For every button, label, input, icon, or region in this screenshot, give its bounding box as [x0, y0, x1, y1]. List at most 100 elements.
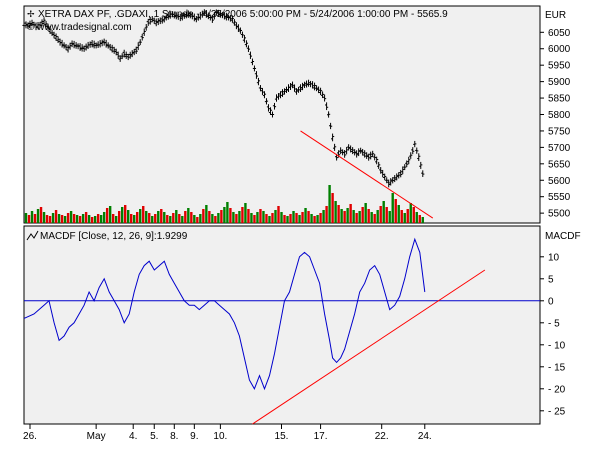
- price-bar: [112, 46, 116, 54]
- price-bar: [82, 45, 86, 52]
- price-bar: [409, 152, 413, 159]
- volume-bar: [63, 216, 67, 223]
- volume-bar: [130, 214, 133, 223]
- price-bar: [330, 133, 335, 142]
- volume-bar: [289, 214, 292, 223]
- price-bar: [52, 31, 56, 39]
- volume-bar: [205, 205, 208, 223]
- volume-bar: [373, 214, 376, 223]
- macd-panel: [23, 225, 541, 425]
- price-tick-label: 5500: [548, 209, 571, 220]
- macd-label: MACDF [Close, 12, 26, 9]:1.9299: [40, 231, 188, 242]
- price-bar: [48, 26, 52, 34]
- price-bar: [413, 140, 417, 148]
- price-bar: [326, 111, 331, 118]
- chart-title: XETRA DAX PF, .GDAXI, 1 Stunde - 4/25/20…: [38, 9, 448, 20]
- volume-bar: [66, 213, 70, 223]
- price-tick-label: 5950: [548, 61, 571, 72]
- price-bar: [236, 24, 241, 32]
- x-tick-label: 8.: [170, 431, 178, 442]
- volume-bar: [376, 210, 379, 223]
- volume-bar: [208, 211, 211, 223]
- price-bar: [355, 150, 359, 158]
- volume-bar: [114, 216, 118, 223]
- volume-bar: [223, 207, 226, 223]
- price-bar: [158, 17, 162, 25]
- price-bar: [401, 166, 405, 175]
- price-bar: [230, 15, 235, 23]
- price-bar: [415, 147, 419, 154]
- price-bars: [22, 9, 425, 188]
- price-bar: [393, 175, 397, 183]
- volume-bar: [72, 214, 76, 223]
- volume-bar: [184, 211, 187, 223]
- volume-bar: [163, 212, 166, 223]
- volume-bar: [295, 213, 298, 223]
- price-bar: [224, 12, 228, 21]
- price-bar: [104, 39, 108, 48]
- macd-line: [23, 237, 426, 391]
- volume-bar: [310, 214, 313, 223]
- volume-bar: [259, 209, 262, 223]
- volume-bar: [250, 213, 253, 223]
- macd-trendline: [252, 269, 486, 425]
- price-bar: [389, 178, 393, 186]
- price-bar: [316, 86, 321, 94]
- price-bar: [284, 86, 289, 93]
- chart-title-group: ✢ XETRA DAX PF, .GDAXI, 1 Stunde - 4/25/…: [27, 9, 566, 33]
- price-bar: [248, 51, 253, 59]
- volume-bar: [42, 212, 46, 223]
- price-bar: [324, 102, 329, 111]
- price-bar: [385, 177, 389, 184]
- price-bar: [118, 55, 122, 62]
- volume-bar: [105, 208, 109, 223]
- currency-label: EUR: [545, 10, 566, 21]
- price-bar: [234, 22, 239, 30]
- volume-bar: [57, 214, 61, 223]
- price-bar: [232, 19, 237, 26]
- price-bar: [186, 10, 190, 18]
- price-bar: [164, 14, 168, 21]
- price-bar: [417, 153, 421, 162]
- price-bar: [124, 51, 128, 59]
- price-bar: [30, 19, 34, 27]
- x-tick-label: 10.: [213, 431, 227, 442]
- macd-tick-label: - 10: [548, 340, 566, 351]
- price-bar: [206, 12, 210, 20]
- volume-bar: [27, 215, 31, 223]
- volume-bars: [24, 185, 424, 223]
- volume-bar: [316, 215, 319, 223]
- volume-bar: [142, 206, 145, 223]
- volume-bar: [111, 214, 115, 223]
- volume-bar: [247, 209, 250, 223]
- volume-bar: [412, 207, 415, 223]
- price-bar: [357, 148, 361, 157]
- price-bar: [108, 43, 112, 51]
- price-bar: [134, 46, 138, 55]
- volume-bar: [304, 208, 307, 223]
- price-bar: [196, 14, 200, 21]
- volume-bar: [340, 209, 343, 223]
- price-bar: [218, 10, 222, 18]
- price-tick-label: 6050: [548, 28, 571, 39]
- price-bar: [377, 161, 381, 169]
- price-bar: [68, 42, 72, 50]
- price-bar: [320, 91, 325, 99]
- price-bar: [375, 156, 379, 165]
- macd-panel-axis: - 25 - 20 - 15 - 10 - 5 0 5 10: [540, 252, 566, 417]
- price-bar: [270, 111, 275, 118]
- macd-title-group: MACDF [Close, 12, 26, 9]:1.9299 MACDF: [26, 230, 581, 242]
- volume-bar: [87, 215, 91, 223]
- price-bar: [298, 84, 303, 92]
- volume-bar: [403, 213, 406, 223]
- price-bar: [343, 150, 347, 158]
- price-bar: [260, 87, 265, 95]
- price-bar: [391, 177, 395, 184]
- price-bar: [114, 48, 118, 56]
- price-bar: [210, 15, 214, 23]
- volume-bar: [385, 207, 388, 223]
- price-bar: [40, 19, 44, 27]
- volume-bar: [379, 206, 382, 223]
- price-bar: [56, 36, 60, 43]
- price-bar: [120, 53, 124, 60]
